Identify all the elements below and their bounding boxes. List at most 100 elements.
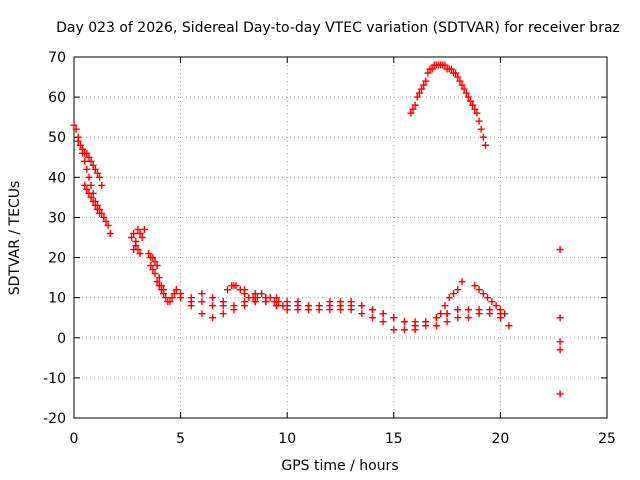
data-point: [413, 93, 421, 101]
data-point: [437, 310, 445, 318]
data-point: [151, 258, 159, 266]
data-point: [102, 217, 110, 225]
data-point: [89, 197, 97, 205]
y-tick-label: -20: [43, 411, 66, 427]
data-point: [496, 314, 504, 322]
data-point: [441, 61, 449, 69]
data-point: [452, 69, 460, 77]
data-point: [145, 250, 153, 258]
data-point: [415, 89, 423, 97]
data-point: [224, 286, 232, 294]
data-point: [85, 189, 93, 197]
data-point: [209, 302, 217, 310]
data-point: [93, 169, 101, 177]
data-point: [390, 314, 398, 322]
data-point: [149, 266, 157, 274]
data-point: [484, 294, 492, 302]
data-point: [368, 314, 376, 322]
y-tick-label: 20: [48, 251, 66, 267]
data-point: [198, 290, 206, 298]
data-point: [481, 141, 489, 149]
data-point: [91, 165, 99, 173]
data-point: [155, 274, 163, 282]
data-point: [492, 302, 500, 310]
data-point: [275, 298, 283, 306]
data-point: [475, 310, 483, 318]
data-point: [462, 89, 470, 97]
data-point: [251, 298, 259, 306]
data-point: [209, 314, 217, 322]
data-point: [79, 145, 87, 153]
data-point: [422, 77, 430, 85]
data-point: [467, 97, 475, 105]
data-point: [136, 229, 144, 237]
data-point: [488, 298, 496, 306]
data-point: [443, 318, 451, 326]
data-point: [409, 105, 417, 113]
data-point: [305, 302, 313, 310]
data-point: [464, 306, 472, 314]
data-point: [96, 173, 104, 181]
data-point: [418, 85, 426, 93]
data-point: [358, 302, 366, 310]
data-point: [347, 302, 355, 310]
data-point: [428, 65, 436, 73]
data-point: [475, 117, 483, 125]
data-point: [85, 153, 93, 161]
data-point: [162, 294, 170, 302]
data-point: [469, 101, 477, 109]
data-point: [432, 314, 440, 322]
data-point: [136, 250, 144, 258]
data-point: [251, 290, 259, 298]
data-point: [166, 298, 174, 306]
data-point: [232, 282, 240, 290]
data-point: [422, 318, 430, 326]
data-point: [411, 101, 419, 109]
data-point: [454, 306, 462, 314]
data-point: [241, 298, 249, 306]
data-point: [420, 81, 428, 89]
series-decay-2b: [147, 262, 168, 294]
data-point: [85, 173, 93, 181]
y-tick-label: 10: [48, 291, 66, 307]
y-tick-label: 40: [48, 170, 66, 186]
data-point: [168, 294, 176, 302]
data-point: [471, 105, 479, 113]
data-point: [390, 326, 398, 334]
data-point: [96, 209, 104, 217]
data-point: [424, 69, 432, 77]
data-point: [147, 262, 155, 270]
data-point: [138, 234, 146, 241]
data-point: [496, 306, 504, 314]
data-point: [83, 165, 91, 173]
data-point: [273, 294, 281, 302]
x-tick-label: 10: [278, 431, 296, 447]
data-point: [447, 65, 455, 73]
data-point: [556, 314, 564, 322]
data-point: [464, 314, 472, 322]
series-band-extra: [224, 282, 291, 310]
data-point: [464, 93, 472, 101]
data-point: [432, 322, 440, 330]
x-tick-label: 0: [70, 431, 79, 447]
series-band-lower: [177, 294, 513, 334]
data-point: [445, 294, 453, 302]
data-point: [253, 294, 261, 302]
x-tick-label: 5: [176, 431, 185, 447]
data-point: [149, 254, 157, 262]
data-point: [473, 109, 481, 117]
data-point: [441, 302, 449, 310]
data-point: [155, 282, 163, 290]
data-point: [236, 286, 244, 294]
data-point: [505, 322, 513, 330]
data-point: [130, 229, 138, 237]
data-point: [98, 181, 106, 189]
data-point: [132, 242, 140, 250]
data-point: [172, 286, 180, 294]
x-axis-title: GPS time / hours: [281, 458, 398, 474]
series-late-spike: [437, 278, 466, 318]
data-point: [72, 125, 80, 133]
data-point: [81, 157, 89, 165]
data-point: [273, 302, 281, 310]
